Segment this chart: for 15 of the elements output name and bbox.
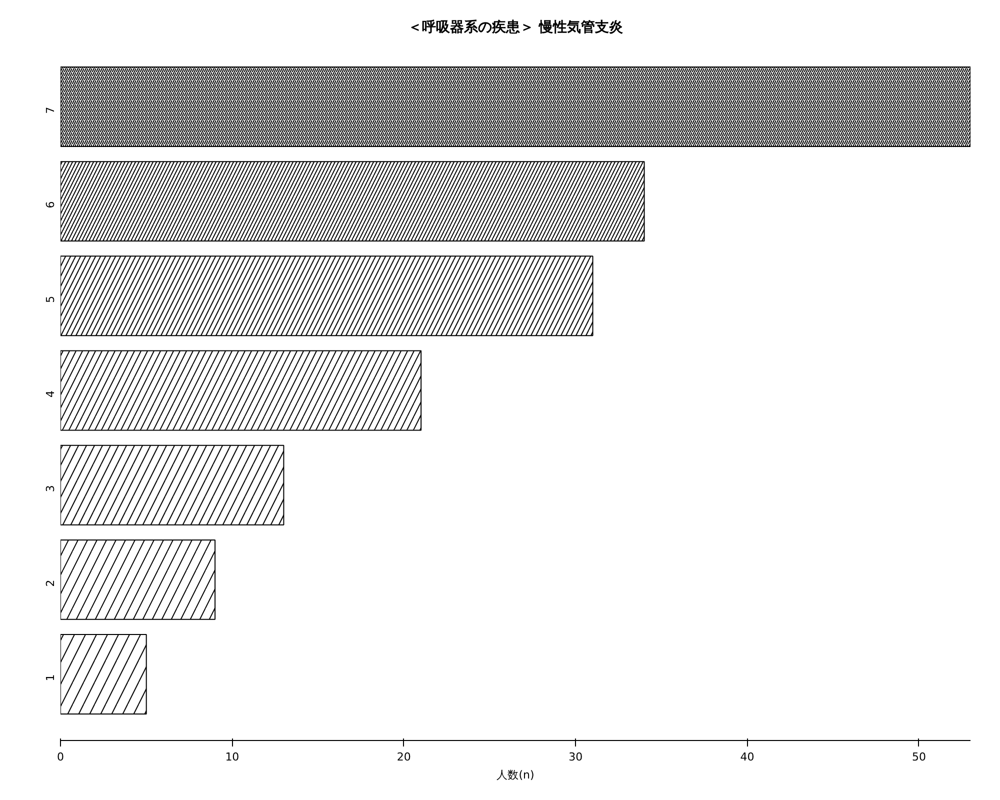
y-tick-label: 4 xyxy=(44,390,57,398)
x-axis-title: 人数(n) xyxy=(496,768,534,782)
x-tick-label: 40 xyxy=(740,750,754,764)
y-tick-label: 7 xyxy=(44,106,57,114)
y-tick-label: 1 xyxy=(44,674,57,682)
x-tick-label: 20 xyxy=(396,750,411,764)
x-tick-label: 10 xyxy=(225,750,240,764)
x-tick-label: 0 xyxy=(57,750,64,764)
chart-title: ＜呼吸器系の疾患＞ 慢性気管支炎 xyxy=(408,18,623,36)
y-tick-label: 6 xyxy=(44,201,57,208)
x-tick-label: 30 xyxy=(568,750,583,764)
y-tick-label: 5 xyxy=(44,296,57,303)
y-tick-label: 3 xyxy=(44,485,57,492)
y-tick-label: 2 xyxy=(44,580,57,587)
x-tick-label: 50 xyxy=(912,750,926,764)
